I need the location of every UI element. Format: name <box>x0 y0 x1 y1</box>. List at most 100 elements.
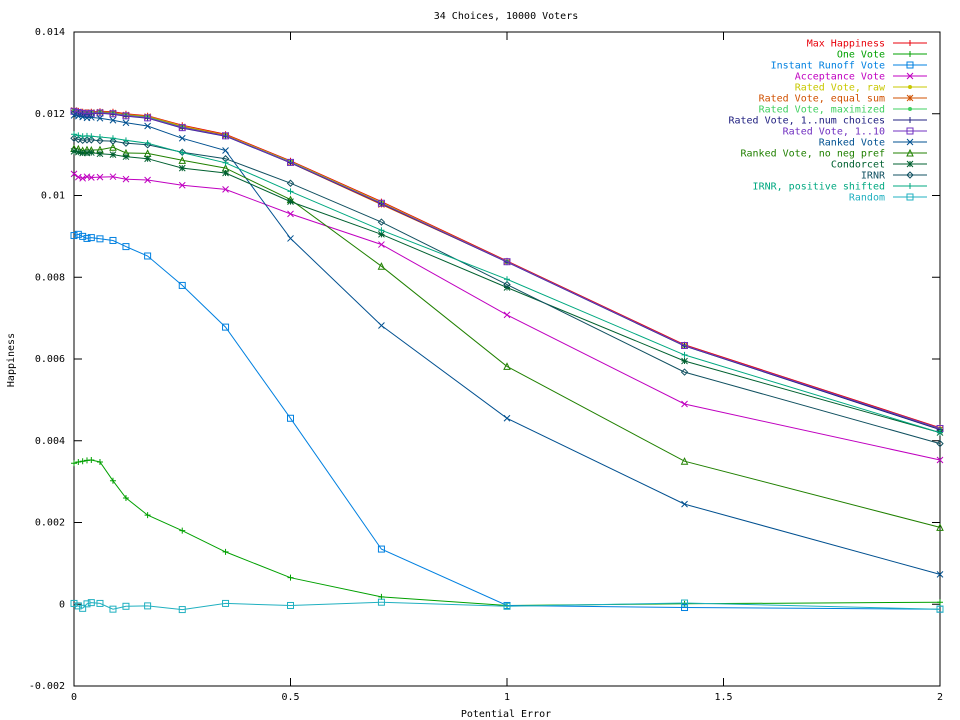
legend-label: Ranked Vote, no neg pref <box>741 149 886 160</box>
data-point <box>109 151 117 158</box>
data-point <box>907 117 913 123</box>
data-point <box>378 227 385 234</box>
series-line <box>73 233 941 610</box>
data-point <box>504 276 510 283</box>
data-point <box>908 85 912 89</box>
data-point <box>222 186 229 193</box>
series-line <box>73 459 941 607</box>
data-point <box>74 230 82 238</box>
legend-item: Rated Vote, 1..10 <box>783 127 927 138</box>
data-point <box>96 459 103 466</box>
legend-item: Max Happiness <box>807 39 927 50</box>
data-point <box>109 116 117 124</box>
data-point <box>88 456 95 463</box>
data-point <box>70 599 78 607</box>
data-point <box>83 110 91 118</box>
x-tick-label: 0 <box>71 692 77 703</box>
data-point <box>144 140 151 147</box>
y-axis: -0.002 0 0.002 0.004 0.006 0.008 0.01 0.012 0.01… <box>29 27 940 692</box>
data-point <box>287 235 294 242</box>
data-point <box>906 148 914 157</box>
legend-item: Rated Vote, maximized <box>759 105 927 116</box>
legend-item: Random <box>849 193 927 204</box>
data-point <box>87 599 95 607</box>
data-point <box>88 133 95 140</box>
data-point <box>70 170 78 178</box>
data-point <box>96 150 104 158</box>
data-point <box>122 119 130 127</box>
legend-label: Rated Vote, 1..num choices <box>728 116 885 127</box>
data-point <box>109 173 117 181</box>
data-point <box>144 155 151 163</box>
data-point <box>96 134 103 141</box>
series-acceptance-vote <box>70 170 944 464</box>
data-point <box>74 602 82 610</box>
chart-title: 34 Choices, 10000 Voters <box>434 11 579 22</box>
data-point <box>83 149 91 157</box>
data-point <box>503 311 511 319</box>
data-point <box>287 414 294 422</box>
data-point <box>71 460 77 467</box>
legend-label: One Vote <box>837 50 885 61</box>
data-point <box>503 362 511 370</box>
data-point <box>74 135 83 144</box>
data-point <box>906 94 914 102</box>
data-point <box>222 159 229 166</box>
data-point <box>144 252 152 260</box>
data-point <box>70 134 78 142</box>
data-point <box>96 599 104 607</box>
data-point <box>70 232 78 240</box>
data-point <box>87 234 95 242</box>
data-point <box>79 174 87 182</box>
legend-label: IRNR, positive shifted <box>753 182 885 193</box>
x-axis: 0 0.5 1 1.5 2 <box>71 32 943 703</box>
data-point <box>287 198 294 205</box>
legend-label: Instant Runoff Vote <box>771 61 885 72</box>
data-point <box>503 280 511 289</box>
data-point <box>377 262 386 270</box>
data-point <box>144 602 152 610</box>
data-point <box>936 456 944 464</box>
series-ranked-vote <box>70 112 944 578</box>
data-point <box>222 323 230 331</box>
data-point <box>96 235 104 243</box>
legend-label: IRNR <box>861 171 886 182</box>
data-point <box>287 158 294 166</box>
legend-item: Ranked Vote <box>819 138 927 149</box>
data-point <box>144 114 152 122</box>
data-point <box>122 602 130 610</box>
data-point <box>906 160 914 168</box>
data-point <box>681 599 689 607</box>
data-point <box>178 281 186 289</box>
data-point <box>109 110 117 118</box>
y-tick-label: 0.006 <box>35 354 65 365</box>
data-point <box>79 458 86 465</box>
data-point <box>222 548 229 555</box>
data-point <box>222 599 230 607</box>
data-point <box>178 181 186 189</box>
data-point <box>74 173 82 181</box>
data-point <box>178 124 186 132</box>
data-point <box>377 545 385 553</box>
data-point <box>79 232 87 240</box>
data-point <box>681 357 688 365</box>
data-point <box>109 477 116 484</box>
y-tick-label: 0 <box>59 599 65 610</box>
data-point <box>503 258 511 266</box>
data-point <box>122 137 129 144</box>
data-point <box>109 137 117 145</box>
legend-label: Max Happiness <box>807 39 885 50</box>
series-instant-runoff-vote <box>70 230 944 613</box>
data-point <box>680 368 689 376</box>
data-point <box>178 164 186 172</box>
data-point <box>906 72 914 80</box>
data-point <box>908 107 912 111</box>
data-point <box>503 602 511 610</box>
y-tick-label: 0.014 <box>35 27 65 38</box>
data-point <box>936 571 944 578</box>
data-point <box>378 230 385 238</box>
data-point <box>96 114 104 122</box>
data-point <box>87 136 96 144</box>
data-point <box>122 243 130 251</box>
legend-item: One Vote <box>837 50 927 61</box>
